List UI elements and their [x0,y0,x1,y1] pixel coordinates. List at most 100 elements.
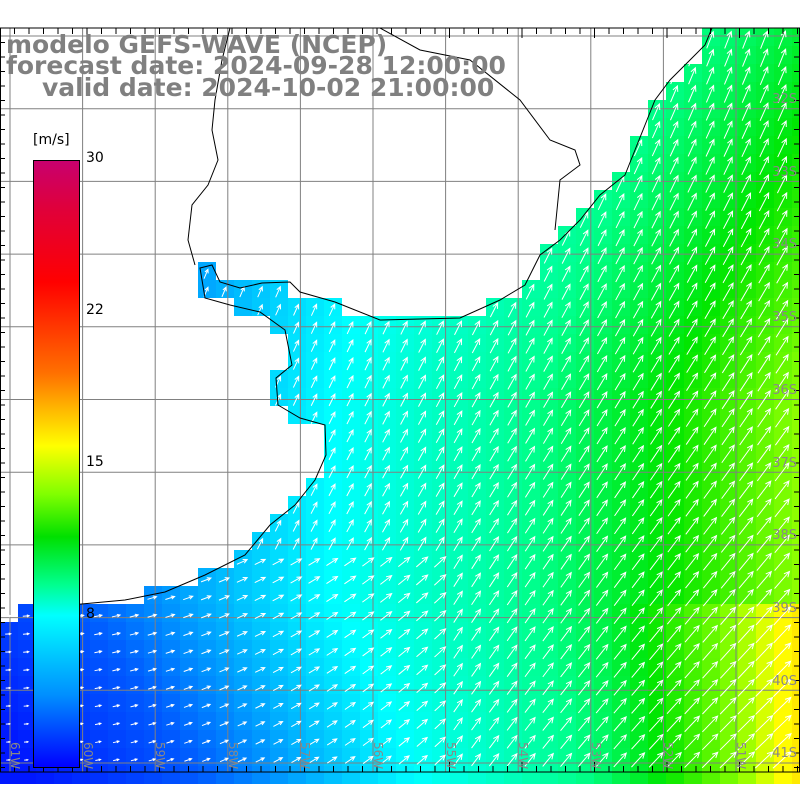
wind-arrow [489,445,499,462]
speed-cell [576,388,594,406]
speed-cell [666,748,684,766]
wind-arrow [435,518,445,533]
speed-cell [54,766,72,784]
wind-arrow [649,661,664,679]
wind-arrow [703,390,717,410]
wind-arrow [183,721,193,726]
speed-cell [414,604,432,622]
speed-cell [702,550,720,568]
wind-arrow [614,517,627,535]
wind-arrow [328,483,336,497]
speed-cell [468,478,486,496]
wind-arrow [741,156,751,176]
speed-cell [666,424,684,442]
speed-cell [684,298,702,316]
wind-arrow [542,445,554,462]
speed-cell [594,316,612,334]
speed-cell [720,262,738,280]
wind-arrow [721,408,735,428]
speed-cell [288,694,306,712]
wind-arrow [560,481,572,498]
wind-arrow [382,338,390,353]
speed-cell [486,640,504,658]
wind-arrow [705,120,715,139]
wind-arrow [758,281,770,302]
wind-arrow [757,444,772,464]
speed-cell [612,298,630,316]
speed-cell [702,244,720,262]
speed-cell [792,496,800,514]
wind-arrow [23,668,30,672]
speed-cell [468,514,486,532]
speed-cell [666,244,684,262]
speed-cell [792,514,800,532]
speed-cell [126,658,144,676]
wind-arrow [23,704,30,708]
wind-arrow [702,570,718,589]
speed-cell [216,712,234,730]
speed-cell [198,586,216,604]
speed-cell [756,730,774,748]
wind-arrow [613,607,627,624]
wind-arrow [255,739,266,745]
wind-arrow [272,594,285,602]
wind-arrow [561,301,571,318]
wind-arrow [723,156,733,175]
speed-cell [720,712,738,730]
wind-arrow [772,696,792,715]
speed-cell [126,712,144,730]
speed-cell [720,226,738,244]
speed-cell [594,712,612,730]
speed-cell [612,460,630,478]
wind-arrow [453,446,463,462]
wind-arrow [435,410,445,426]
wind-arrow [364,518,372,533]
wind-arrow [489,572,500,588]
wind-arrow [614,408,626,427]
wind-arrow [308,558,321,566]
speed-cell [702,298,720,316]
wind-arrow [631,589,645,607]
wind-arrow [310,321,318,334]
wind-arrow [435,446,445,461]
wind-arrow [129,649,140,654]
longitude-label: 60W [80,742,95,770]
speed-cell [414,550,432,568]
speed-cell [342,532,360,550]
wind-arrow [290,666,303,674]
wind-arrow [471,753,482,767]
colorbar-units: [m/s] [33,132,70,148]
latitude-label: 41S [772,746,797,762]
speed-cell [108,712,126,730]
wind-arrow [720,534,736,553]
wind-arrow [721,372,735,392]
speed-cell [522,496,540,514]
wind-arrow [543,391,554,408]
speed-cell [414,766,432,784]
wind-arrow [326,611,339,620]
speed-cell [432,478,450,496]
wind-arrow [651,174,661,193]
wind-arrow [755,732,774,751]
wind-arrow [346,464,354,479]
wind-arrow [255,721,266,727]
speed-cell [558,352,576,370]
wind-arrow [543,301,553,318]
wind-arrow [596,499,608,517]
speed-cell [90,658,108,676]
wind-arrow [328,501,336,515]
wind-arrow [310,393,318,406]
speed-cell [450,478,468,496]
speed-cell [774,622,792,640]
wind-arrow [291,738,302,746]
speed-cell [450,496,468,514]
wind-arrow [453,554,463,569]
wind-arrow [254,649,266,655]
wind-arrow [652,102,661,121]
speed-cell [342,460,360,478]
speed-cell [450,622,468,640]
speed-cell [90,622,108,640]
speed-cell [468,568,486,586]
speed-cell [630,568,648,586]
wind-arrow [471,716,482,731]
